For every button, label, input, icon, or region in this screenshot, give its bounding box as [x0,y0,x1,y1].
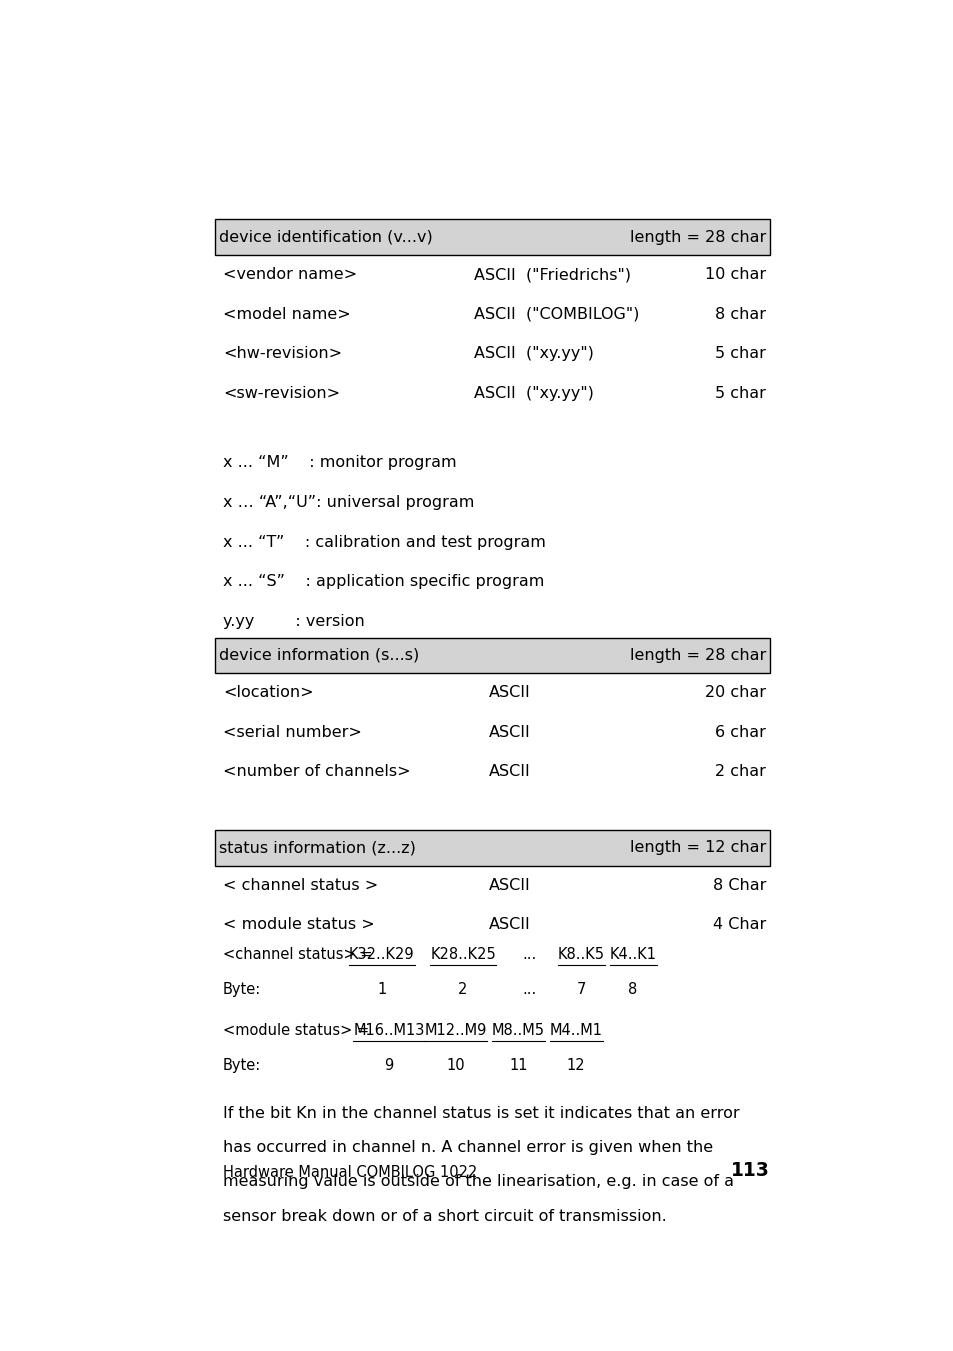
Text: 10 char: 10 char [704,267,765,282]
Text: <serial number>: <serial number> [222,725,361,740]
Text: ...: ... [522,947,537,962]
Text: Byte:: Byte: [222,1058,261,1073]
Text: ASCII: ASCII [488,917,530,932]
Text: Hardware Manual COMBILOG 1022: Hardware Manual COMBILOG 1022 [222,1165,476,1179]
Text: 9: 9 [384,1058,394,1073]
Text: 8 Char: 8 Char [712,878,765,893]
Text: 2 char: 2 char [715,765,765,780]
Text: device information (s...s): device information (s...s) [219,648,419,663]
Text: <location>: <location> [222,685,313,700]
Text: If the bit Kn in the channel status is set it indicates that an error: If the bit Kn in the channel status is s… [222,1105,739,1120]
FancyBboxPatch shape [215,219,769,255]
Text: 6 char: 6 char [715,725,765,740]
Text: <number of channels>: <number of channels> [222,765,410,780]
Text: ASCII: ASCII [488,765,530,780]
Text: <model name>: <model name> [222,307,350,322]
Text: 11: 11 [509,1058,527,1073]
Text: <vendor name>: <vendor name> [222,267,356,282]
Text: length = 12 char: length = 12 char [629,840,765,855]
Text: <hw-revision>: <hw-revision> [222,346,341,361]
Text: y.yy        : version: y.yy : version [222,613,364,628]
Text: x ... “M”    : monitor program: x ... “M” : monitor program [222,455,456,470]
Text: 20 char: 20 char [704,685,765,700]
Text: K4..K1: K4..K1 [609,947,656,962]
Text: 4 Char: 4 Char [712,917,765,932]
Text: <module status> =: <module status> = [222,1023,374,1039]
Text: measuring value is outside of the linearisation, e.g. in case of a: measuring value is outside of the linear… [222,1174,733,1189]
Text: K32..K29: K32..K29 [349,947,415,962]
Text: has occurred in channel n. A channel error is given when the: has occurred in channel n. A channel err… [222,1140,712,1155]
Text: 113: 113 [730,1161,769,1179]
Text: 5 char: 5 char [715,346,765,361]
Text: device identification (v...v): device identification (v...v) [219,230,433,245]
Text: 8 char: 8 char [715,307,765,322]
Text: x ... “T”    : calibration and test program: x ... “T” : calibration and test program [222,535,545,550]
Text: M16..M13: M16..M13 [353,1023,424,1039]
Text: ...: ... [522,982,537,997]
Text: < module status >: < module status > [222,917,375,932]
Text: 10: 10 [446,1058,464,1073]
Text: 5 char: 5 char [715,386,765,401]
Text: ASCII  ("xy.yy"): ASCII ("xy.yy") [474,346,594,361]
Text: ASCII: ASCII [488,685,530,700]
Text: sensor break down or of a short circuit of transmission.: sensor break down or of a short circuit … [222,1209,666,1224]
Text: <sw-revision>: <sw-revision> [222,386,339,401]
Text: ASCII  ("xy.yy"): ASCII ("xy.yy") [474,386,594,401]
Text: length = 28 char: length = 28 char [629,230,765,245]
Text: 1: 1 [376,982,386,997]
Text: length = 28 char: length = 28 char [629,648,765,663]
Text: 2: 2 [457,982,467,997]
Text: 12: 12 [566,1058,585,1073]
Text: ASCII  ("COMBILOG"): ASCII ("COMBILOG") [474,307,639,322]
Text: < channel status >: < channel status > [222,878,377,893]
FancyBboxPatch shape [215,830,769,866]
Text: M12..M9: M12..M9 [424,1023,486,1039]
Text: Byte:: Byte: [222,982,261,997]
Text: x … “A”,“U”: universal program: x … “A”,“U”: universal program [222,494,474,511]
Text: K28..K25: K28..K25 [430,947,496,962]
Text: x ... “S”    : application specific program: x ... “S” : application specific program [222,574,543,589]
Text: K8..K5: K8..K5 [558,947,604,962]
Text: 8: 8 [628,982,637,997]
Text: ASCII: ASCII [488,878,530,893]
Text: 7: 7 [576,982,585,997]
FancyBboxPatch shape [215,638,769,673]
Text: M4..M1: M4..M1 [549,1023,602,1039]
Text: ASCII: ASCII [488,725,530,740]
Text: status information (z...z): status information (z...z) [219,840,416,855]
Text: M8..M5: M8..M5 [492,1023,544,1039]
Text: ASCII  ("Friedrichs"): ASCII ("Friedrichs") [474,267,631,282]
Text: <channel status> =: <channel status> = [222,947,376,962]
